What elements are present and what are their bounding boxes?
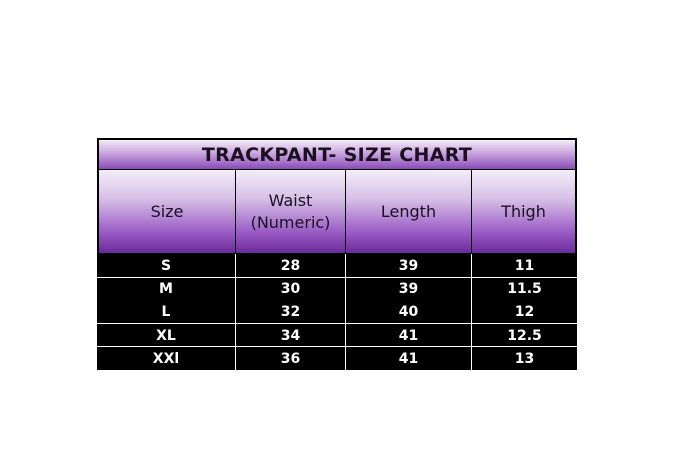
table-cell: 13 [514,350,535,367]
table-cell: 34 [280,327,301,344]
header-length-label: Length [380,201,437,221]
table-row: L 32 40 12 [97,300,577,323]
table-cell: XL [156,327,176,344]
table-row: M 30 39 11.5 [97,277,577,300]
header-thigh: Thigh [472,170,575,253]
header-thigh-label: Thigh [501,201,546,221]
size-chart-table: TRACKPANT- SIZE CHART Size Waist (Numeric… [97,138,577,370]
header-size: Size [99,170,235,253]
table-cell: 36 [280,350,301,367]
header-waist-line2: (Numeric) [250,212,331,232]
table-cell: 12.5 [507,327,542,344]
table-cell: XXl [152,350,180,367]
table-cell: M [159,281,173,298]
table-cell: 11 [514,258,535,274]
row-divider [97,277,577,278]
table-cell: 39 [398,281,419,298]
table-cell: S [160,258,172,274]
table-row: XL 34 41 12.5 [97,324,577,347]
table-cell: 39 [398,258,419,274]
column-divider [345,254,346,370]
row-divider [97,346,577,347]
row-divider [97,323,577,324]
table-cell: 11.5 [507,281,542,298]
table-cell: 12 [514,304,535,321]
table-cell: 41 [398,350,419,367]
header-length: Length [346,170,471,253]
header-size-label: Size [150,201,184,221]
table-cell: 32 [280,304,301,321]
table-title: TRACKPANT- SIZE CHART [99,140,575,169]
table-cell: 28 [280,258,301,274]
table-cell: 40 [398,304,419,321]
table-row: XXl 36 41 13 [97,347,577,370]
table-cell: L [161,304,171,321]
table-cell: 41 [398,327,419,344]
header-waist: Waist (Numeric) [236,170,345,253]
column-divider [235,254,236,370]
table-row: S 28 39 11 [97,254,577,277]
column-divider [471,254,472,370]
table-cell: 30 [280,281,301,298]
header-waist-line1: Waist [268,190,313,210]
